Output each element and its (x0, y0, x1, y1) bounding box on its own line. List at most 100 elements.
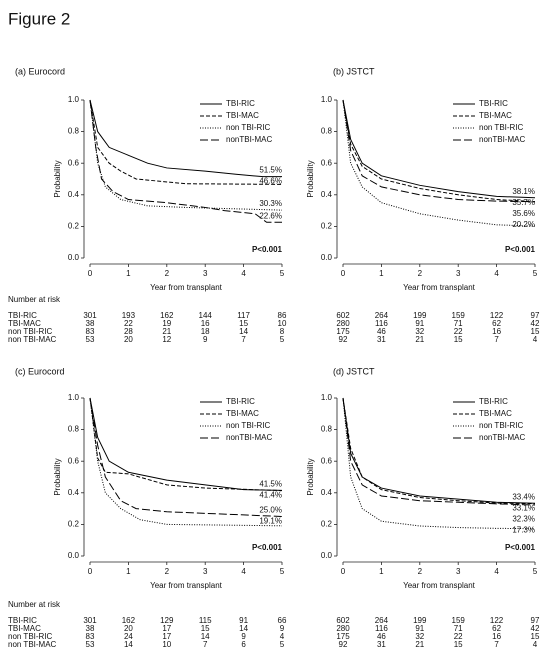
y-tick-label: 0.8 (321, 127, 333, 136)
legend-label: non TBI-RIC (479, 421, 524, 430)
survival-curve (89, 99, 282, 178)
y-tick-label: 1.0 (321, 95, 333, 104)
risk-value: 83 (86, 327, 95, 336)
end-label: 30.3% (259, 199, 282, 208)
risk-value: 175 (336, 327, 350, 336)
risk-value: 4 (533, 335, 538, 344)
y-tick-label: 0.0 (68, 253, 80, 262)
y-axis-label: Probability (306, 160, 315, 197)
risk-value: 21 (415, 335, 424, 344)
y-tick-label: 0.8 (68, 425, 80, 434)
risk-value: 21 (415, 640, 424, 649)
risk-value: 22 (454, 632, 463, 641)
risk-value: 122 (490, 311, 504, 320)
risk-value: 117 (237, 311, 250, 320)
risk-value: 129 (160, 616, 174, 625)
p-value: P<0.001 (252, 543, 283, 552)
legend-label: TBI-MAC (479, 111, 512, 120)
legend-label: nonTBI-MAC (226, 135, 272, 144)
risk-value: 71 (454, 319, 463, 328)
y-axis-label: Probability (53, 160, 62, 197)
risk-value: 42 (531, 319, 540, 328)
y-tick-label: 1.0 (68, 95, 80, 104)
x-tick-label: 5 (533, 567, 538, 576)
x-tick-label: 4 (494, 269, 499, 278)
risk-value: 4 (280, 632, 285, 641)
y-tick-label: 1.0 (68, 393, 80, 402)
y-tick-label: 0.6 (321, 158, 333, 167)
risk-value: 15 (454, 335, 463, 344)
y-tick-label: 0.2 (68, 520, 80, 529)
legend-label: TBI-MAC (226, 111, 259, 120)
risk-value: 46 (377, 632, 386, 641)
x-tick-label: 5 (533, 269, 538, 278)
panel-label: (b) JSTCT (333, 66, 375, 76)
x-axis-label: Year from transplant (150, 581, 223, 590)
risk-value: 116 (375, 319, 388, 328)
risk-value: 9 (241, 632, 246, 641)
legend-label: non TBI-RIC (479, 123, 524, 132)
x-tick-label: 1 (379, 567, 384, 576)
end-label: 51.5% (259, 166, 282, 175)
risk-value: 10 (278, 319, 287, 328)
risk-row-name: TBI-MAC (8, 319, 41, 328)
x-tick-label: 4 (241, 269, 246, 278)
risk-value: 199 (413, 311, 427, 320)
legend-label: TBI-RIC (226, 397, 255, 406)
x-tick-label: 2 (418, 269, 423, 278)
risk-value: 97 (531, 311, 540, 320)
legend-label: TBI-RIC (479, 397, 508, 406)
risk-value: 46 (377, 327, 386, 336)
risk-value: 20 (124, 624, 133, 633)
risk-value: 14 (201, 632, 210, 641)
end-label: 35.7% (512, 198, 535, 207)
risk-value: 12 (162, 335, 171, 344)
x-tick-label: 1 (379, 269, 384, 278)
risk-value: 7 (241, 335, 246, 344)
y-tick-label: 0.4 (68, 488, 80, 497)
panel-label: (d) JSTCT (333, 366, 375, 376)
risk-value: 162 (160, 311, 174, 320)
y-tick-label: 0.4 (321, 488, 333, 497)
risk-value: 19 (162, 319, 171, 328)
risk-value: 15 (201, 624, 210, 633)
risk-value: 15 (531, 327, 540, 336)
x-tick-label: 1 (126, 567, 131, 576)
risk-value: 8 (280, 327, 285, 336)
x-tick-label: 0 (88, 269, 93, 278)
x-tick-label: 3 (203, 269, 208, 278)
risk-row-name: non TBI-RIC (8, 327, 53, 336)
risk-value: 9 (280, 624, 285, 633)
risk-value: 264 (375, 616, 389, 625)
x-axis-label: Year from transplant (403, 581, 476, 590)
risk-value: 38 (86, 624, 95, 633)
risk-value: 91 (239, 616, 248, 625)
survival-curve (89, 99, 282, 223)
risk-value: 53 (86, 335, 95, 344)
figure-title: Figure 2 (8, 9, 70, 28)
risk-value: 116 (375, 624, 388, 633)
risk-value: 42 (531, 624, 540, 633)
end-label: 17.3% (512, 525, 535, 534)
risk-row-name: TBI-MAC (8, 624, 41, 633)
survival-curve (342, 397, 536, 506)
y-axis-label: Probability (53, 458, 62, 495)
risk-row-name: non TBI-RIC (8, 632, 53, 641)
risk-value: 20 (124, 335, 133, 344)
risk-value: 264 (375, 311, 389, 320)
legend-label: nonTBI-MAC (479, 433, 525, 442)
x-tick-label: 4 (494, 567, 499, 576)
survival-curve (89, 397, 283, 517)
x-tick-label: 2 (165, 567, 170, 576)
legend-label: nonTBI-MAC (226, 433, 272, 442)
x-tick-label: 5 (280, 567, 285, 576)
risk-value: 91 (415, 624, 424, 633)
p-value: P<0.001 (505, 245, 536, 254)
end-label: 22.6% (259, 211, 282, 220)
end-label: 19.1% (259, 517, 282, 526)
risk-value: 31 (377, 335, 386, 344)
risk-value: 18 (201, 327, 210, 336)
risk-value: 193 (122, 311, 136, 320)
risk-value: 22 (454, 327, 463, 336)
